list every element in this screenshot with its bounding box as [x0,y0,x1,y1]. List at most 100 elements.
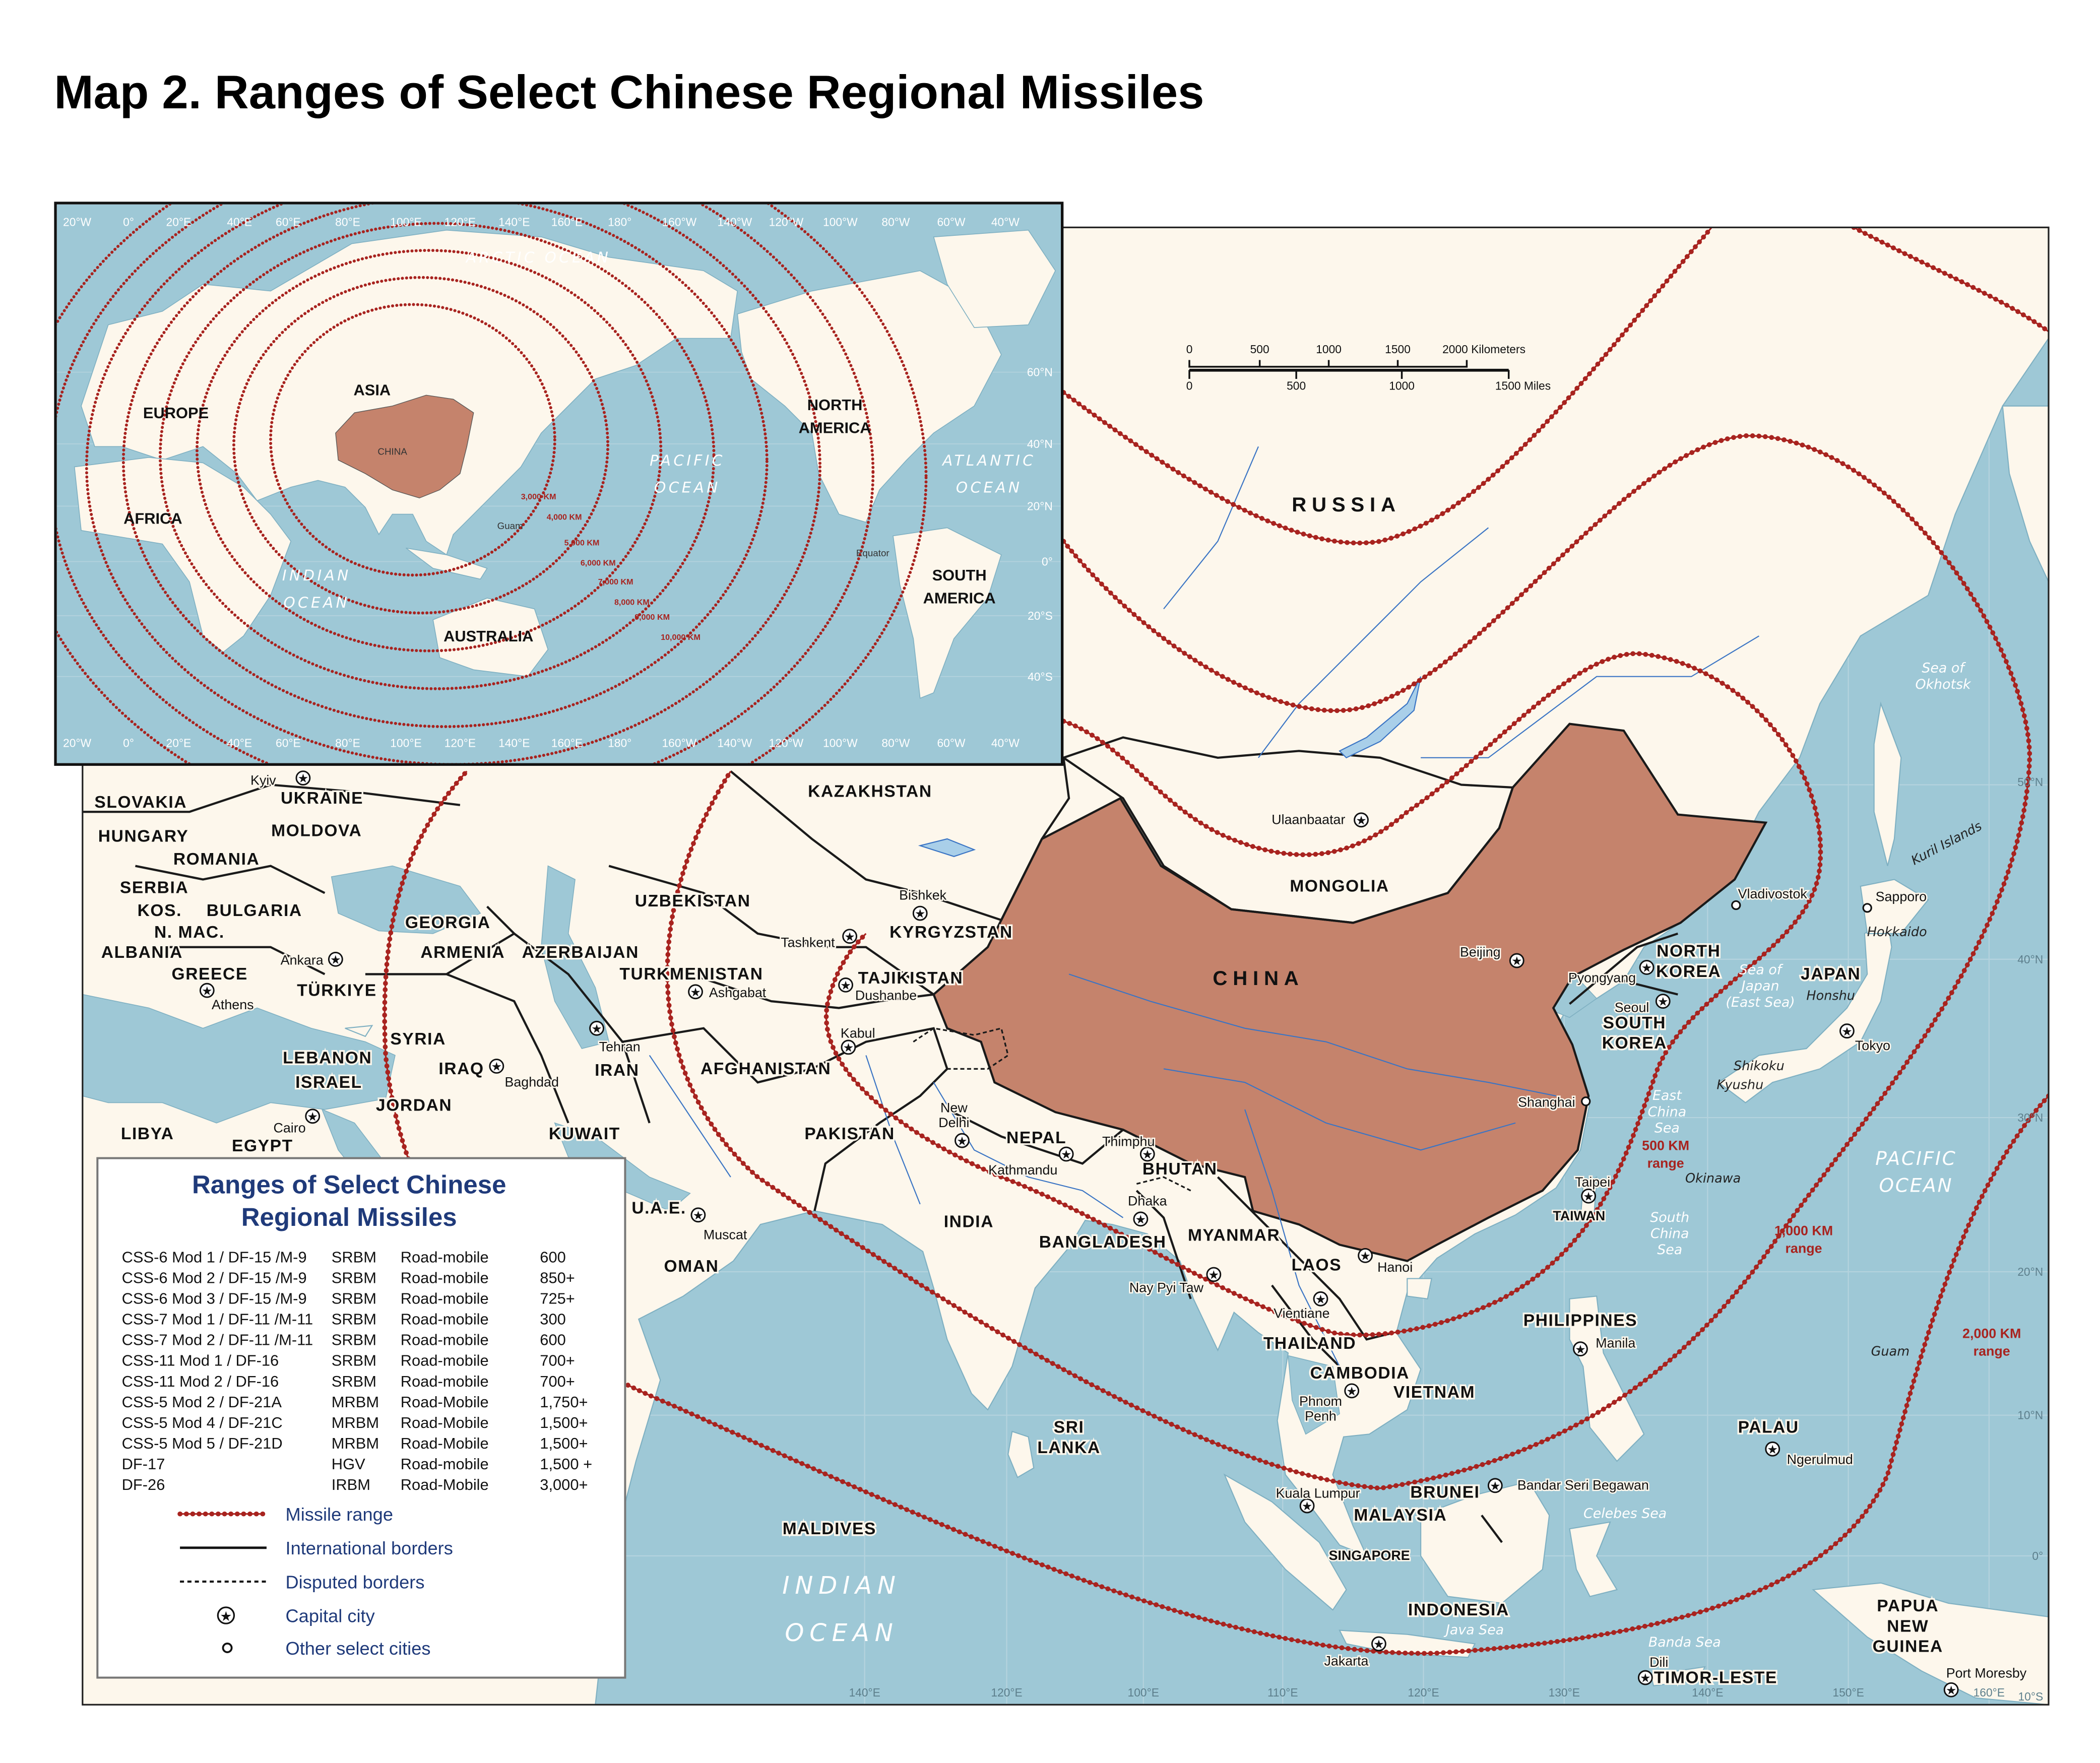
city-name: Bandar Seri Begawan [1517,1477,1649,1492]
city-name: Port Moresby [1946,1666,2027,1681]
inset-continents [74,229,1056,699]
city-name: Seoul [1615,1000,1649,1015]
star-icon: ★ [1315,1292,1326,1307]
capital-city-icon [688,984,703,1000]
missile-range-km: 725+ [540,1289,575,1307]
city-name: Tashkent [781,935,835,950]
city-sapporo: Sapporo [1862,888,1928,913]
inset-latitude-label: 40°N [1027,437,1053,450]
inset-longitude-label-bottom: 20°E [166,736,192,749]
inset-latitude-label: 20°N [1027,499,1053,512]
inset-south-america [893,527,1002,699]
inset-range-label: 9,000 KM [634,613,670,622]
missile-basing: Road-mobile [401,1248,489,1266]
country-label-indonesia: INDONESIA [1408,1601,1509,1619]
water-label-sea-of-okhotsk: Sea of Okhotsk [1915,661,1971,692]
city-tashkent: ★ Tashkent [780,929,858,951]
country-label-kazakhstan: KAZAKHSTAN [808,782,932,801]
capital-city-icon [589,1020,604,1036]
country-label-turkmenistan: TURKMENISTAN [619,965,763,984]
missile-designation: DF-26 [122,1476,165,1493]
missile-class: IRBM [332,1476,370,1493]
country-label-afghanistan: AFGHANISTAN [701,1060,831,1078]
water-label-east-china-sea: East China Sea [1648,1088,1687,1136]
inset-longitude-label-top: 60°W [937,216,965,229]
missile-class: MRBM [332,1414,379,1431]
city-name: Baghdad [504,1074,558,1089]
city-bandar-seri-begawan: ★ Bandar Seri Begawan [1487,1476,1650,1494]
country-label-serbia: SERBIA [120,878,188,897]
city-manila: ★ Manila [1573,1334,1637,1356]
star-icon: ★ [1658,995,1669,1009]
capital-city-icon [690,1207,706,1223]
legend: Ranges of Select Chinese Regional Missile… [96,1157,626,1679]
country-label-u-a-e: U.A.E. [631,1199,686,1218]
legend-key-label: Capital city [286,1605,375,1626]
capital-city-icon [954,1133,970,1148]
longitude-label: 160°E [1974,1686,2005,1699]
longitude-label: 140°E [1692,1686,1723,1699]
missile-range-ring [382,768,2049,1656]
missile-range-km: 600 [540,1331,566,1349]
latitude-label: 30°N [2017,1111,2043,1124]
inset-latitude-label: 40°S [1028,670,1053,683]
city-name: Ankara [281,953,324,968]
country-label-iraq: IRAQ [438,1060,484,1078]
inset-longitude-label-bottom: 100°E [390,736,421,749]
latitude-label: 10°S [2018,1690,2044,1703]
scale-km-label: 2000 Kilometers [1442,343,1525,356]
city-vientiane: ★Vientiane [1272,1291,1331,1322]
star-icon: ★ [1841,1024,1853,1038]
missile-basing: Road-mobile [401,1331,489,1349]
inset-longitude-label-top: 120°W [769,216,804,229]
country-label-thailand: THAILAND [1263,1334,1356,1353]
city-name-line: Delhi [938,1115,969,1130]
country-label-north-korea: NORTH KOREA [1656,942,1721,981]
star-icon: ★ [1135,1213,1147,1227]
inset-longitude-label-bottom: 160°E [551,736,583,749]
capital-city-icon [841,1039,856,1055]
star-icon: ★ [307,1109,318,1124]
legend-row: CSS-6 Mod 3 / DF-15 /M-9 SRBM Road-mobile 7… [122,1289,575,1307]
missile-basing: Road-mobile [401,1269,489,1286]
scale-km-label: 500 [1250,343,1269,356]
capital-city-icon [1637,1670,1653,1685]
new-guinea-island [1812,1582,2049,1705]
country-label-malaysia: MALAYSIA [1354,1506,1447,1525]
inset-longitude-label-bottom: 160°W [662,736,696,749]
inset-longitude-label-bottom: 20°W [63,736,91,749]
capital-city-icon [1313,1291,1328,1307]
black-sea [331,865,481,934]
inset-longitude-label-top: 0° [123,216,134,229]
inset-longitude-label-bottom: 40°E [227,736,252,749]
legend-row: CSS-5 Mod 2 / DF-21A MRBM Road-Mobile 1,750… [122,1393,588,1411]
country-label-n-mac: N. MAC. [154,923,225,942]
country-label-lebanon: LEBANON [283,1049,372,1068]
city-ashgabat: ★ Ashgabat [688,984,768,1002]
inset-longitude-label-bottom: 80°W [881,736,910,749]
water-label-okinawa: Okinawa [1685,1171,1741,1186]
missile-range-ring [1851,227,2049,334]
latitude-label: 20°N [2017,1265,2043,1278]
missile-class: SRBM [332,1248,376,1266]
country-label-japan: JAPAN [1801,965,1861,984]
legend-key-label: Missile range [286,1504,393,1525]
inset-longitude-label-top: 60°E [276,216,301,229]
main-map-labels: RUSSIA CHINA MONGOLIA KAZAKHSTAN UZBEKISTAN K… [93,493,2044,1703]
city-name: Jakarta [1324,1653,1369,1668]
star-icon: ★ [1583,1190,1594,1204]
city-name: Shanghai [1518,1095,1575,1110]
city-kuala-lumpur: ★Kuala Lumpur [1275,1484,1361,1514]
country-label-papua-new-guinea-line: GUINEA [1873,1638,1943,1656]
inset-longitude-label-bottom: 180° [608,736,631,749]
missile-designation: CSS-6 Mod 3 / DF-15 /M-9 [122,1289,307,1307]
legend-key-missile-range: Missile range [177,1504,393,1525]
country-label-sri-lanka-line: SRI [1054,1418,1085,1437]
inset-range-ring [56,204,875,763]
ocean-label-pacific-line: PACIFIC [1875,1147,1957,1169]
range-label: 2,000 KM range [1962,1326,2021,1359]
country-label-israel: ISRAEL [295,1073,362,1092]
legend-row: CSS-5 Mod 5 / DF-21D MRBM Road-Mobile 1,500… [122,1434,588,1452]
longitude-label: 150°E [1832,1686,1864,1699]
latitude-label: 0° [2032,1549,2043,1562]
